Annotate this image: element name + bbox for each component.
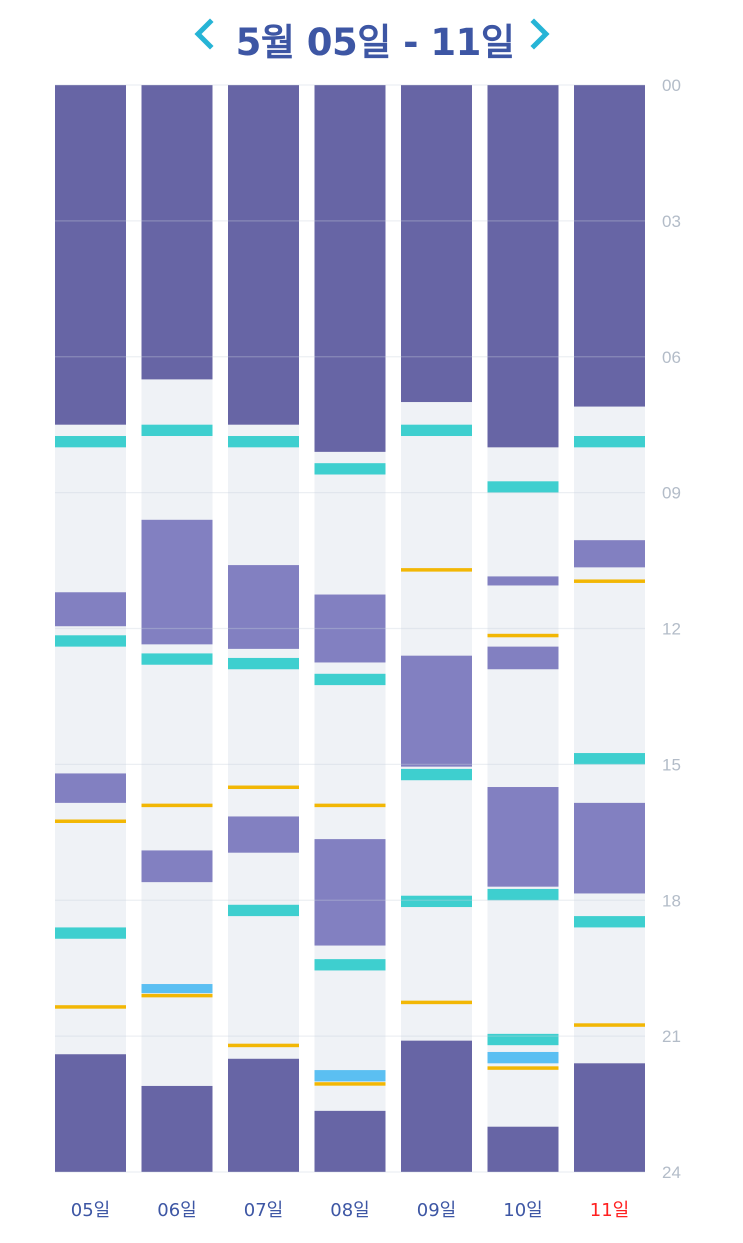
teal-event-bar [401,895,472,908]
y-tick-label: 09 [662,484,681,503]
teal-event-bar [141,653,213,665]
nap-bar [487,787,559,887]
nap-bar [487,576,559,586]
teal-event-bar [228,436,299,448]
yellow-event-marker [141,803,213,808]
nap-bar [228,816,299,853]
night-sleep-bar [401,85,472,403]
nap-bar [55,773,126,803]
nap-bar [314,594,386,663]
day-label: 08일 [330,1200,369,1221]
teal-event-bar [401,768,472,781]
nap-bar [574,540,645,568]
teal-event-bar [487,1033,559,1046]
day-label: 07일 [244,1200,283,1221]
teal-event-bar [487,888,559,901]
teal-event-bar [55,635,126,647]
night-sleep-bar [314,1110,386,1172]
y-tick-label: 15 [662,755,681,774]
yellow-event-marker [55,1005,126,1009]
night-sleep-bar [487,1126,559,1172]
blue-event-bar [141,984,213,994]
day-label: 06일 [157,1200,196,1221]
yellow-event-marker [574,579,645,583]
night-sleep-bar [574,85,645,407]
yellow-event-marker [141,993,213,998]
teal-event-bar [314,959,386,971]
teal-event-bar [55,927,126,939]
night-sleep-bar [55,1054,126,1172]
teal-event-bar [487,481,559,493]
nap-bar [401,655,472,767]
night-sleep-bar [141,85,213,380]
yellow-event-marker [228,1043,299,1048]
night-sleep-bar [401,1040,472,1172]
nap-bar [55,592,126,627]
yellow-event-marker [228,785,299,790]
teal-event-bar [314,673,386,686]
teal-event-bar [574,916,645,928]
previous-week-button[interactable] [186,14,222,54]
y-tick-label: 24 [662,1163,681,1182]
y-tick-label: 03 [662,212,681,231]
yellow-event-marker [55,819,126,823]
nap-bar [574,802,645,894]
nap-bar [141,850,213,883]
teal-event-bar [401,424,472,437]
day-label: 09일 [417,1200,456,1221]
teal-event-bar [141,424,213,437]
day-label: 11일 [590,1200,629,1221]
teal-event-bar [314,463,386,475]
nap-bar [314,839,386,946]
week-range-title: 5월 05일 - 11일 [235,21,515,64]
yellow-event-marker [314,803,386,808]
y-tick-label: 12 [662,620,681,639]
night-sleep-bar [55,85,126,425]
next-week-button[interactable] [522,14,558,54]
y-tick-label: 06 [662,348,681,367]
chevron-left-icon [194,18,214,50]
chevron-right-icon [530,18,550,50]
night-sleep-bar [574,1063,645,1172]
yellow-event-marker [487,1066,559,1070]
nap-bar [228,565,299,649]
nap-bar [141,519,213,645]
day-label: 05일 [71,1200,110,1221]
teal-event-bar [228,904,299,917]
week-header: 5월 05일 - 11일 [0,0,743,70]
y-tick-label: 00 [662,76,681,95]
blue-event-bar [487,1051,559,1064]
nap-bar [487,646,559,670]
y-tick-label: 21 [662,1027,681,1046]
yellow-event-marker [401,1000,472,1005]
night-sleep-bar [487,85,559,448]
y-tick-label: 18 [662,891,681,910]
yellow-event-marker [487,633,559,638]
blue-event-bar [314,1070,386,1082]
yellow-event-marker [314,1082,386,1086]
night-sleep-bar [141,1085,213,1172]
teal-event-bar [55,436,126,448]
yellow-event-marker [401,568,472,572]
teal-event-bar [574,436,645,448]
teal-event-bar [228,657,299,670]
yellow-event-marker [574,1023,645,1027]
night-sleep-bar [228,85,299,425]
night-sleep-bar [228,1058,299,1172]
day-label: 10일 [503,1200,542,1221]
teal-event-bar [574,753,645,765]
night-sleep-bar [314,85,386,452]
